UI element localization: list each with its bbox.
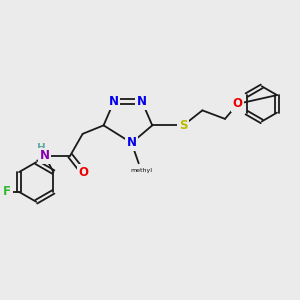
Text: methyl: methyl <box>130 167 152 172</box>
Text: N: N <box>109 95 119 108</box>
Text: F: F <box>3 185 11 198</box>
Text: H: H <box>37 143 45 153</box>
Text: N: N <box>127 136 136 149</box>
Text: O: O <box>79 166 88 179</box>
Text: N: N <box>137 95 147 108</box>
Text: S: S <box>179 119 188 132</box>
Text: O: O <box>233 98 243 110</box>
Text: N: N <box>40 149 50 162</box>
